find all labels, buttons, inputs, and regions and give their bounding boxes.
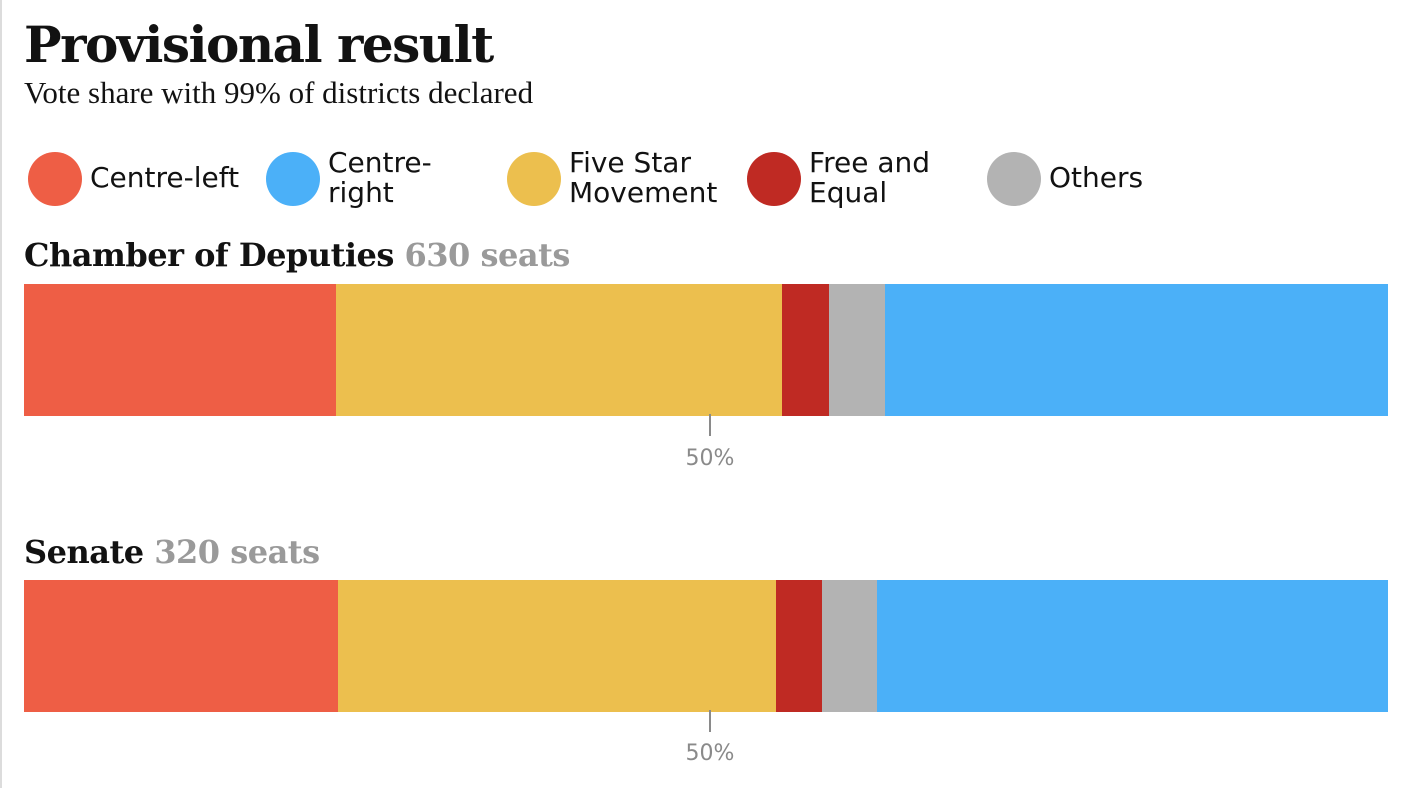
legend-label-others: Others	[1049, 161, 1144, 194]
legend-swatch-centre-left	[28, 152, 82, 206]
senate-segment-centre-left	[24, 580, 338, 712]
chamber-title: Chamber of Deputies 630 seats	[24, 235, 570, 275]
senate-bar	[24, 580, 1388, 712]
chamber-seats: 630 seats	[404, 236, 571, 274]
senate-segment-others	[822, 580, 877, 712]
chamber-segment-centre-left	[24, 284, 336, 416]
chamber-segment-others	[829, 284, 885, 416]
senate-seats: 320 seats	[154, 533, 320, 571]
senate-segment-free-and-equal	[776, 580, 822, 712]
chamber-bar	[24, 284, 1388, 416]
chamber-name: Chamber of Deputies	[24, 236, 394, 274]
chamber-segment-free-and-equal	[782, 284, 829, 416]
senate-50-label: 50%	[685, 741, 735, 766]
legend-swatch-free-equal	[747, 152, 801, 206]
legend: Centre-left Centre-right Five Star Movem…	[0, 0, 1420, 220]
senate-name: Senate	[24, 533, 144, 571]
legend-label-centre-right: Centre-right	[328, 146, 432, 209]
chart-title: Provisional result	[24, 15, 494, 74]
legend-swatch-five-star	[507, 152, 561, 206]
legend-label-free-equal: Free and Equal	[809, 146, 930, 209]
left-border	[0, 0, 2, 788]
senate-segment-centre-right	[877, 580, 1388, 712]
chamber-50-label: 50%	[685, 446, 735, 471]
chart-subtitle: Vote share with 99% of districts declare…	[24, 75, 534, 110]
legend-swatch-centre-right	[266, 152, 320, 206]
chamber-segment-five-star-movement	[336, 284, 782, 416]
senate-segment-five-star-movement	[338, 580, 776, 712]
legend-label-centre-left: Centre-left	[90, 161, 240, 194]
chamber-segment-centre-right	[885, 284, 1388, 416]
chamber-50-tick	[709, 414, 711, 436]
senate-title: Senate 320 seats	[24, 532, 320, 572]
senate-50-tick	[709, 710, 711, 732]
legend-swatch-others	[987, 152, 1041, 206]
legend-label-five-star: Five Star Movement	[569, 146, 718, 209]
